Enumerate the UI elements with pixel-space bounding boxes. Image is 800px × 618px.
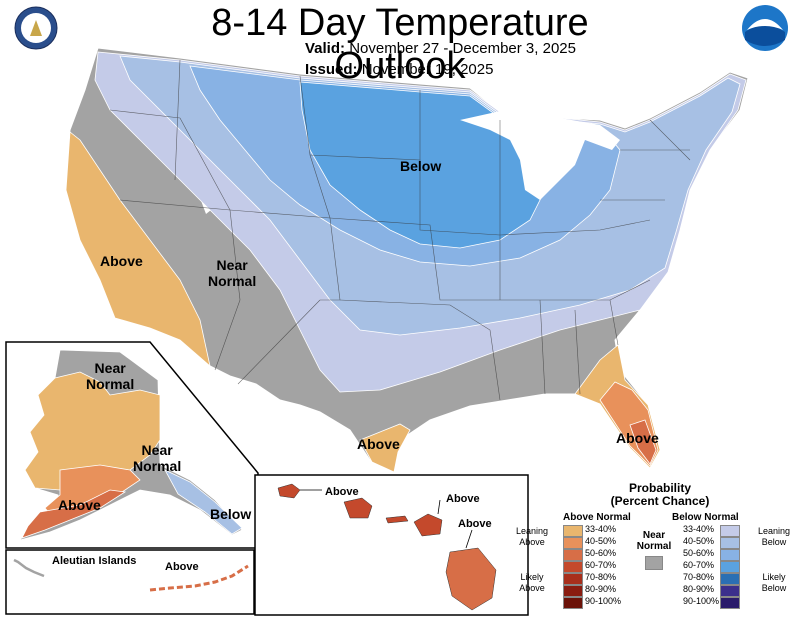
legend-likely-above: Likely Above	[519, 572, 545, 593]
legend-above-swatch	[563, 549, 583, 561]
label-alaska-near-normal-east: Near Normal	[133, 442, 182, 474]
above-west-zone	[65, 131, 211, 368]
legend-above-range: 90-100%	[585, 596, 622, 606]
alaska-below-zone	[164, 469, 243, 535]
alaska-above-50-60-zone	[21, 489, 127, 539]
label-hawaii-above-3: Above	[458, 518, 492, 530]
label-hawaii-above-2: Above	[446, 493, 480, 505]
aleutian-above-chain	[149, 564, 249, 592]
legend-above-range: 70-80%	[585, 572, 617, 582]
label-hawaii-above-1: Above	[325, 486, 359, 498]
legend-below-range: 80-90%	[683, 584, 715, 594]
legend-leaning-above: Leaning Above	[515, 526, 549, 547]
label-conus-above-florida: Above	[616, 430, 659, 446]
valid-value: November 27 - December 3, 2025	[349, 40, 576, 57]
legend-below-swatch	[720, 537, 740, 549]
label-alaska-above: Above	[58, 497, 101, 513]
hawaii-oahu	[343, 497, 373, 519]
legend-below-swatch	[720, 561, 740, 573]
label-conus-near-normal: Near Normal	[208, 257, 257, 289]
legend-near-swatch	[645, 556, 663, 570]
legend-below-swatch	[720, 525, 740, 537]
legend-above-swatch	[563, 537, 583, 549]
legend-below-swatch	[720, 597, 740, 609]
legend-above-range: 50-60%	[585, 548, 617, 558]
legend-above-range: 80-90%	[585, 584, 617, 594]
page-title: 8-14 Day Temperature Outlook	[211, 2, 589, 87]
hawaii-maui	[413, 513, 443, 537]
alaska-inset	[5, 341, 259, 549]
issued-line: Issued: November 19, 2025	[305, 61, 493, 78]
legend-below-range: 33-40%	[683, 524, 715, 534]
legend-above-range: 40-50%	[585, 536, 617, 546]
issued-value: November 19, 2025	[361, 61, 494, 78]
doc-seal-icon	[14, 6, 58, 50]
legend-above-range: 33-40%	[585, 524, 617, 534]
legend-title: Probability (Percent Chance)	[610, 481, 710, 508]
hawaii-kauai	[277, 483, 301, 499]
label-conus-below: Below	[400, 158, 442, 174]
hawaii-big-island	[445, 547, 497, 611]
above-texas-zone	[359, 423, 411, 473]
noaa-logo-icon	[742, 5, 788, 51]
legend-below-swatch	[720, 585, 740, 597]
legend-below-range: 60-70%	[683, 560, 715, 570]
label-aleutian-above: Above	[165, 561, 199, 573]
legend-above-swatch	[563, 573, 583, 585]
legend-below-range: 50-60%	[683, 548, 715, 558]
legend-above-range: 60-70%	[585, 560, 617, 570]
legend-above-swatch	[563, 597, 583, 609]
label-conus-above-texas: Above	[357, 436, 400, 452]
issued-label: Issued:	[305, 61, 358, 78]
legend-below-range: 90-100%	[683, 596, 720, 606]
label-alaska-near-normal-north: Near Normal	[86, 360, 135, 392]
legend-above-swatch	[563, 585, 583, 597]
valid-line: Valid: November 27 - December 3, 2025	[305, 40, 576, 57]
aleutian-inset	[5, 549, 255, 615]
label-conus-above-west: Above	[100, 253, 143, 269]
legend-above-header: Above Normal	[563, 512, 631, 523]
legend-near-label: Near Normal	[636, 530, 672, 552]
legend-below-range: 70-80%	[683, 572, 715, 582]
label-alaska-below: Below	[210, 506, 252, 522]
legend-likely-below: Likely Below	[761, 572, 787, 593]
legend-below-header: Below Normal	[672, 512, 739, 523]
legend-below-range: 40-50%	[683, 536, 715, 546]
above-florida-50-60-zone	[629, 419, 657, 465]
legend-leaning-below: Leaning Below	[757, 526, 791, 547]
hawaii-molokai	[385, 515, 409, 524]
label-aleutian-title: Aleutian Islands	[52, 555, 137, 567]
legend-above-swatch	[563, 525, 583, 537]
legend-below-swatch	[720, 549, 740, 561]
legend-above-swatch	[563, 561, 583, 573]
state-boundaries	[109, 59, 691, 401]
hawaii-inset	[254, 474, 529, 616]
legend-below-swatch	[720, 573, 740, 585]
valid-label: Valid:	[305, 40, 346, 57]
